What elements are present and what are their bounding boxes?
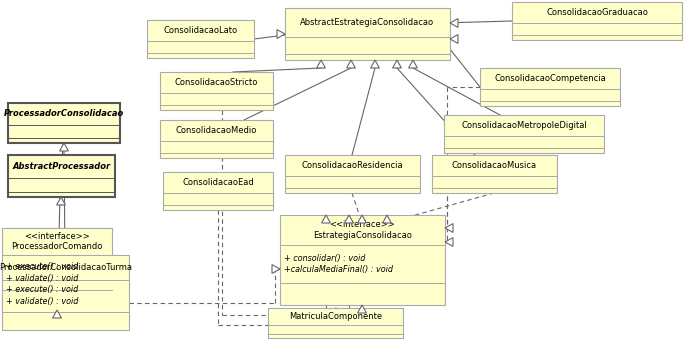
Text: ConsolidacaoCompetencia: ConsolidacaoCompetencia [494, 74, 606, 83]
Polygon shape [358, 215, 367, 223]
Text: <<interface>>
EstrategiaConsolidacao: <<interface>> EstrategiaConsolidacao [313, 220, 412, 239]
Bar [2, 255, 129, 330]
Text: MatriculaComponente: MatriculaComponente [289, 312, 382, 321]
Bar [444, 115, 604, 153]
Text: ConsolidacaoMetropoleDigital: ConsolidacaoMetropoleDigital [461, 121, 587, 130]
Polygon shape [321, 215, 330, 223]
Text: + execute() : void
+ validate() : void: + execute() : void + validate() : void [6, 285, 78, 306]
Polygon shape [358, 305, 367, 313]
Bar [432, 155, 557, 193]
Polygon shape [316, 60, 325, 68]
Text: + consolidar() : void
+calculaMediaFinal() : void: + consolidar() : void +calculaMediaFinal… [284, 254, 393, 275]
Bar [280, 215, 445, 305]
Polygon shape [345, 215, 354, 223]
Text: ConsolidacaoLato: ConsolidacaoLato [164, 26, 237, 35]
Polygon shape [347, 60, 356, 68]
Text: <<interface>>
ProcessadorComando: <<interface>> ProcessadorComando [11, 232, 103, 251]
Bar [285, 155, 420, 193]
Polygon shape [60, 143, 68, 151]
Bar [480, 68, 620, 106]
Text: AbstractEstrategiaConsolidacao: AbstractEstrategiaConsolidacao [301, 18, 435, 27]
Polygon shape [393, 60, 401, 68]
Polygon shape [56, 197, 65, 205]
Text: ConsolidacaoMusica: ConsolidacaoMusica [452, 161, 537, 170]
Bar [8, 103, 120, 143]
Polygon shape [445, 224, 453, 233]
Polygon shape [409, 60, 418, 68]
Text: AbstractProcessador: AbstractProcessador [12, 162, 111, 171]
Bar [160, 120, 273, 158]
Polygon shape [52, 310, 61, 318]
Polygon shape [450, 19, 458, 27]
Text: ConsolidacaoEad: ConsolidacaoEad [182, 178, 254, 187]
Text: ProcessadorConsolidacao: ProcessadorConsolidacao [4, 109, 124, 119]
Text: ConsolidacaoResidencia: ConsolidacaoResidencia [301, 161, 403, 170]
Bar [285, 8, 450, 60]
Bar [268, 308, 403, 338]
Text: ConsolidacaoMedio: ConsolidacaoMedio [176, 126, 257, 135]
Polygon shape [383, 215, 391, 223]
Bar [2, 228, 112, 310]
Polygon shape [277, 30, 285, 39]
Bar [147, 20, 254, 58]
Polygon shape [450, 34, 458, 43]
Bar [8, 155, 115, 197]
Text: ConsolidacaoStricto: ConsolidacaoStricto [175, 78, 258, 87]
Polygon shape [371, 60, 379, 68]
Text: + execute() : void
+ validate() : void: + execute() : void + validate() : void [6, 262, 78, 283]
Text: ConsolidacaoGraduacao: ConsolidacaoGraduacao [546, 8, 648, 17]
Bar [512, 2, 682, 40]
Polygon shape [445, 238, 453, 247]
Polygon shape [272, 265, 280, 273]
Text: ProcessadorConsolidacaoTurma: ProcessadorConsolidacaoTurma [0, 263, 132, 272]
Bar [163, 172, 273, 210]
Bar [160, 72, 273, 110]
